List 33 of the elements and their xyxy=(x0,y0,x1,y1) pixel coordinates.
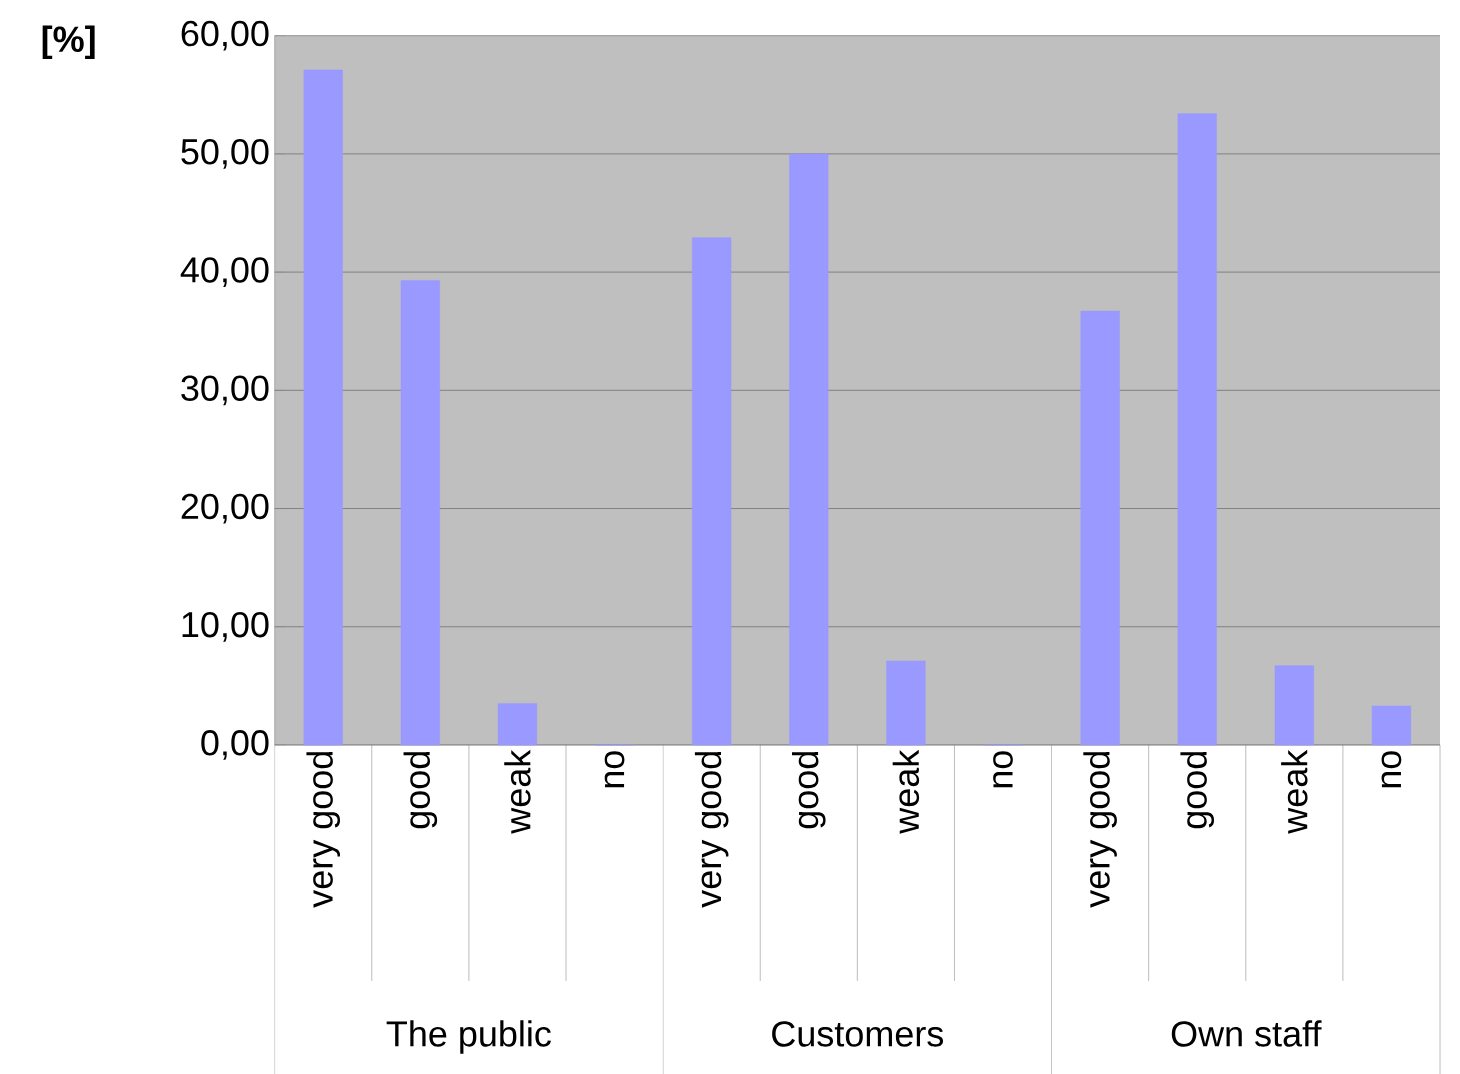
y-tick-label: 0,00 xyxy=(201,730,269,760)
y-tick-label: 60,00 xyxy=(181,20,269,51)
text: Own staff xyxy=(1171,1020,1322,1047)
x-tick-label: good xyxy=(403,752,438,829)
y-tick-label: 40,00 xyxy=(180,257,269,287)
x-tick-label: weak xyxy=(892,749,920,834)
y-axis-title: [%] xyxy=(42,25,95,60)
bar xyxy=(1274,665,1314,746)
text: Customers xyxy=(772,1021,944,1047)
bar xyxy=(692,237,732,746)
bar xyxy=(789,153,829,746)
bar xyxy=(303,69,343,746)
x-tick-label: very good xyxy=(1083,752,1117,908)
y-tick-label: 30,00 xyxy=(181,375,269,406)
bar xyxy=(1371,705,1412,746)
x-tick-label: no xyxy=(993,751,1013,788)
bar xyxy=(1080,310,1120,746)
bar xyxy=(497,703,538,746)
x-tick-label: weak xyxy=(1281,749,1308,834)
text: The public xyxy=(386,1020,551,1054)
bar xyxy=(1177,113,1217,746)
x-tick-label: good xyxy=(791,752,826,829)
x-tick-label: no xyxy=(1381,751,1402,788)
x-tick-label: very good xyxy=(694,752,729,908)
y-tick-label: 10,00 xyxy=(182,611,269,642)
y-tick-label: 20,00 xyxy=(181,493,269,524)
bar xyxy=(400,280,440,746)
bar xyxy=(886,660,926,746)
y-tick-label: 50,00 xyxy=(181,139,269,169)
x-tick-label: no xyxy=(604,751,625,788)
x-tick-label: good xyxy=(1180,752,1214,829)
x-tick-label: weak xyxy=(504,749,531,834)
x-tick-label: very good xyxy=(306,752,340,908)
